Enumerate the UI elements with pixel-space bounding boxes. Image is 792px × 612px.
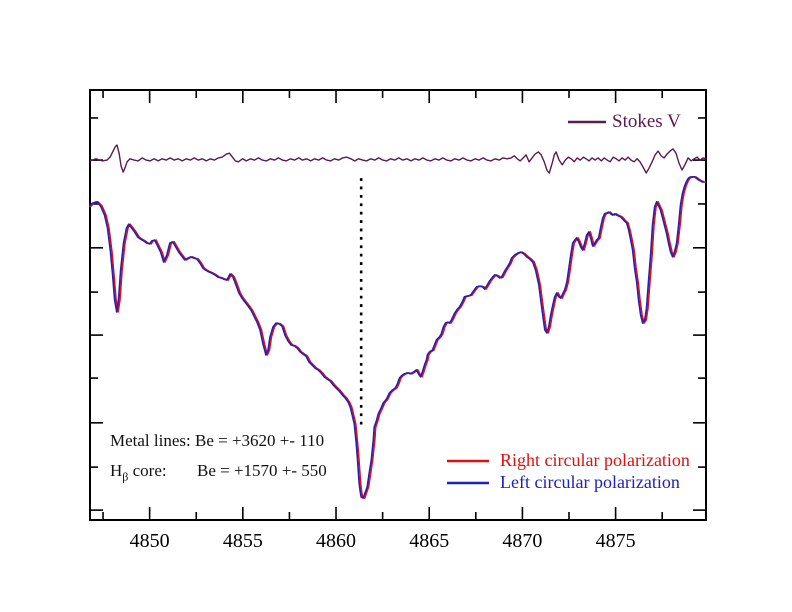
x-tick-label: 4875 — [596, 530, 636, 552]
left-polarization-legend-label: Left circular polarization — [500, 472, 680, 492]
plot-frame — [89, 89, 707, 521]
hbeta-annotation: Hβ core: Be = +1570 +- 550 — [110, 461, 327, 484]
x-tick-label: 4855 — [223, 530, 263, 552]
stokes-v-legend-label: Stokes V — [612, 111, 681, 132]
hbeta-value: Be = +1570 +- 550 — [197, 461, 327, 480]
metal-lines-annotation: Metal lines: Be = +3620 +- 110 — [110, 431, 325, 450]
x-tick-label: 4850 — [130, 530, 170, 552]
hbeta-label: Hβ core: — [110, 461, 167, 484]
stokes-v-curve — [89, 144, 707, 174]
right-polarization-legend-label: Right circular polarization — [500, 450, 690, 470]
lcp-curve — [89, 176, 705, 499]
x-tick-label: 4865 — [409, 530, 449, 552]
x-tick-label: 4860 — [316, 530, 356, 552]
x-tick-label: 4870 — [502, 530, 542, 552]
